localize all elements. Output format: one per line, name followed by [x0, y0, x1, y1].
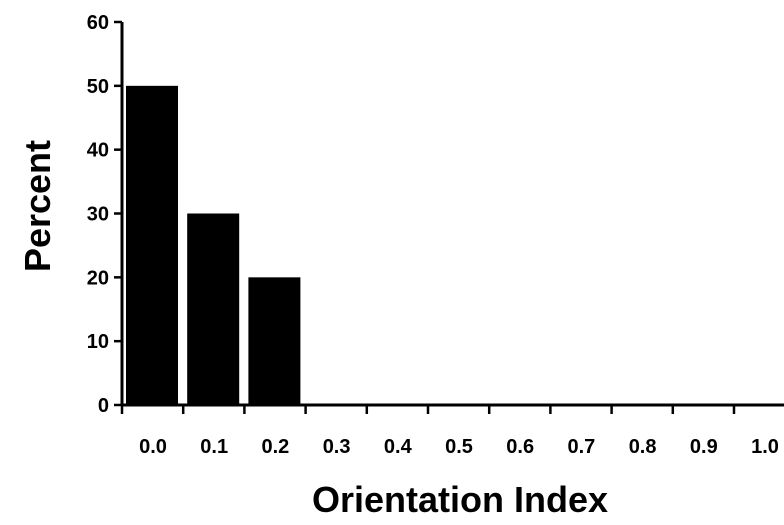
y-tick-label: 20 — [87, 267, 109, 289]
y-tick-label: 0 — [98, 395, 109, 417]
x-tick-label: 0.3 — [323, 436, 351, 458]
x-tick-label: 0.6 — [506, 436, 534, 458]
y-tick-label: 50 — [87, 76, 109, 98]
x-tick-label: 0.7 — [567, 436, 595, 458]
x-tick-label: 0.2 — [261, 436, 289, 458]
x-tick-label: 0.1 — [200, 436, 228, 458]
x-tick-label: 1.0 — [751, 436, 779, 458]
x-tick-label: 0.9 — [690, 436, 718, 458]
bar-0.1 — [187, 213, 240, 405]
bar-0.2 — [248, 277, 301, 405]
y-tick-label: 60 — [87, 12, 109, 34]
bar-0.0 — [126, 85, 178, 405]
x-axis-title: Orientation Index — [312, 479, 608, 520]
x-tick-label: 0.0 — [139, 436, 167, 458]
x-tick-label: 0.4 — [384, 436, 413, 458]
bars — [126, 85, 301, 405]
ticks — [114, 20, 736, 414]
y-tick-label: 40 — [87, 140, 109, 162]
y-tick-label: 10 — [87, 331, 109, 353]
y-axis-title: Percent — [17, 140, 58, 272]
x-tick-label: 0.8 — [629, 436, 657, 458]
y-tick-label: 30 — [87, 204, 109, 226]
x-tick-label: 0.5 — [445, 436, 473, 458]
tick-labels: 0 10 20 30 40 50 60 0.0 0.1 0.2 0.3 0.4 0.5 0.6 0.7 0.8… — [87, 12, 779, 458]
